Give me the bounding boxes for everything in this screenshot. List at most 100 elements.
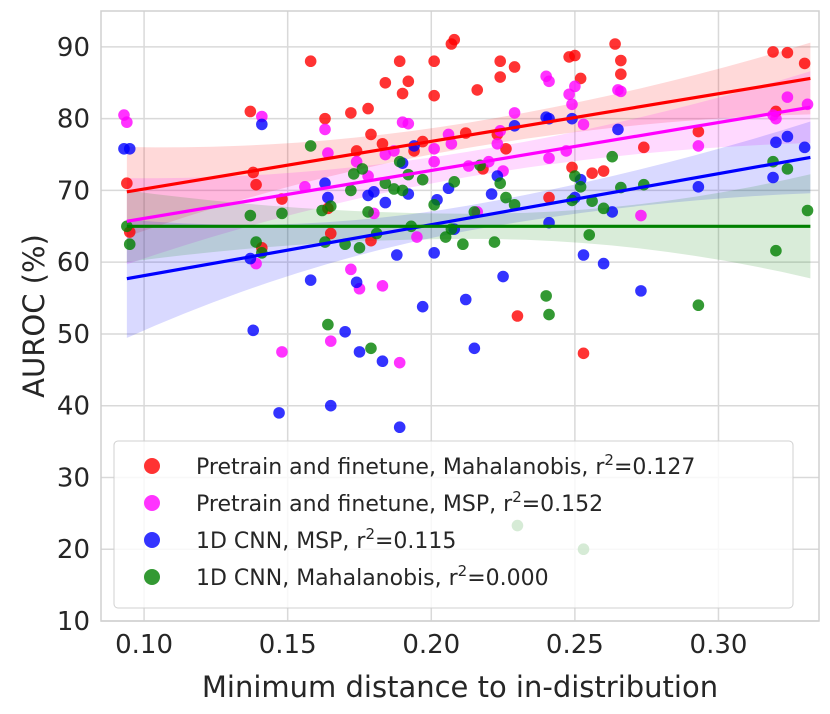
scatter-point-series-3 [379,177,392,190]
scatter-point-series-0 [304,55,317,68]
scatter-point-series-3 [468,206,481,218]
scatter-point-series-0 [508,61,521,73]
legend-marker [144,495,160,511]
scatter-point-series-1 [121,116,133,129]
legend-marker [144,458,160,474]
y-tick-label: 70 [57,176,90,206]
y-tick-label: 90 [57,33,90,63]
scatter-point-series-0 [615,68,627,80]
scatter-point-series-2 [767,171,779,184]
scatter-point-series-3 [781,163,794,175]
scatter-point-series-0 [798,57,811,70]
scatter-point-series-2 [379,196,392,209]
scatter-point-series-3 [597,202,610,215]
legend-box [113,440,794,609]
scatter-point-series-2 [577,249,590,261]
scatter-point-series-3 [428,198,440,211]
scatter-point-series-0 [609,38,621,50]
scatter-point-series-2 [353,346,366,358]
scatter-point-series-2 [485,188,498,200]
y-tick-label: 10 [57,607,90,637]
scatter-point-series-1 [322,147,334,159]
scatter-point-series-0 [638,141,650,154]
scatter-point-series-2 [781,130,794,143]
scatter-point-series-3 [396,184,409,197]
scatter-point-series-0 [500,142,512,155]
scatter-point-series-0 [597,165,610,177]
y-axis-label: AUROC (%) [17,234,51,398]
scatter-point-series-2 [376,355,389,368]
scatter-point-series-1 [428,155,440,168]
scatter-point-series-0 [362,102,374,115]
y-tick-labels: 10 20 30 40 50 60 70 80 90 [57,33,90,637]
x-tick-label: 0.30 [690,630,748,660]
legend-label: 1D CNN, Mahalanobis, r2=0.000 [196,562,549,591]
scatter-point-series-0 [448,33,461,46]
scatter-point-series-2 [391,249,403,261]
scatter-point-series-0 [428,89,440,102]
scatter-point-series-2 [597,257,610,270]
legend-label: Pretrain and finetune, Mahalanobis, r2=0… [196,451,695,480]
scatter-point-series-3 [583,229,596,241]
scatter-point-series-2 [635,285,647,297]
scatter-point-series-3 [121,220,133,233]
scatter-point-series-2 [428,247,440,259]
scatter-point-series-2 [123,142,136,155]
scatter-point-series-1 [376,280,389,292]
legend-marker [144,532,160,548]
scatter-point-series-1 [324,335,337,347]
scatter-point-series-1 [276,346,288,358]
scatter-point-series-0 [543,191,555,204]
confidence-band-series-2 [126,121,811,338]
y-tick-label: 60 [57,248,90,278]
scatter-point-series-3 [276,207,288,220]
scatter-point-series-0 [365,128,377,141]
x-tick-labels: 0.10 0.15 0.20 0.25 0.30 [115,630,747,660]
scatter-point-series-3 [353,242,366,254]
scatter-point-series-2 [350,276,363,289]
y-tick-label: 40 [57,392,90,422]
scatter-point-series-1 [543,152,555,164]
scatter-point-series-2 [339,325,351,338]
scatter-point-series-2 [468,342,481,355]
x-tick-label: 0.20 [402,630,460,660]
scatter-point-series-0 [379,76,392,89]
scatter-point-series-1 [635,209,647,222]
scatter-point-series-3 [457,238,469,251]
scatter-point-series-3 [606,150,619,163]
scatter-point-series-0 [393,55,406,68]
scatter-point-series-3 [543,308,555,321]
scatter-point-series-1 [615,85,627,98]
scatter-point-series-3 [345,184,357,197]
legend-label: 1D CNN, MSP, r2=0.115 [196,525,456,554]
scatter-point-series-3 [574,181,587,193]
scatter-point-series-1 [569,80,581,93]
scatter-point-series-3 [365,342,377,355]
scatter-point-series-1 [577,118,590,131]
scatter-point-series-3 [416,173,429,186]
scatter-point-series-3 [448,176,461,188]
scatter-point-series-3 [362,206,374,218]
scatter-point-series-0 [376,137,389,150]
scatter-point-series-2 [256,118,268,131]
scatter-point-series-3 [322,318,334,331]
scatter-point-series-0 [402,75,415,88]
scatter-point-series-1 [566,98,578,111]
legend-marker [144,569,160,585]
scatter-point-series-0 [692,125,705,138]
scatter-point-series-3 [494,177,507,190]
scatter-point-series-0 [471,84,484,96]
scatter-point-series-3 [586,195,598,207]
scatter-point-series-2 [304,274,317,286]
scatter-point-series-3 [324,200,337,212]
scatter-point-series-3 [500,191,512,204]
scatter-point-series-0 [586,167,598,179]
scatter-point-series-0 [781,46,794,59]
scatter-point-series-2 [770,136,782,149]
scatter-point-series-2 [497,270,509,283]
scatter-point-series-1 [411,231,423,243]
scatter-point-series-0 [428,55,440,68]
scatter-point-series-0 [494,71,507,83]
y-tick-label: 80 [57,105,90,135]
